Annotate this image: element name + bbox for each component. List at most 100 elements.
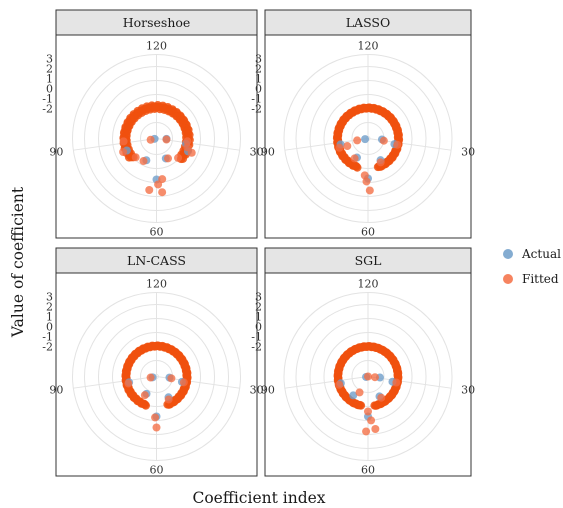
radial-tick-label: 0 <box>255 83 262 96</box>
panel-title: LASSO <box>346 15 390 30</box>
fitted-point <box>151 413 160 422</box>
panel-title: SGL <box>355 253 382 268</box>
fitted-point <box>140 391 149 400</box>
fitted-ring-point <box>370 401 379 410</box>
panel-strip <box>264 247 472 274</box>
radial-tick-label: 0 <box>255 321 262 334</box>
fitted-point <box>362 177 371 186</box>
legend-key-fitted <box>503 274 513 284</box>
fitted-point <box>152 423 161 432</box>
radial-tick-label: 3 <box>255 291 262 304</box>
panel-strip <box>264 9 472 36</box>
fitted-point <box>364 407 372 416</box>
angle-tick-label: 60 <box>361 464 375 477</box>
angle-tick-label: 60 <box>150 464 164 477</box>
angle-tick-label: 90 <box>261 145 275 158</box>
fitted-point <box>162 135 171 144</box>
radial-tick-label: 3 <box>46 291 53 304</box>
radial-tick-label: 0 <box>46 321 53 334</box>
legend-key-actual <box>503 249 513 259</box>
grid-spoke <box>284 376 369 389</box>
fitted-point <box>183 143 192 152</box>
fitted-ring-point <box>151 341 160 351</box>
fitted-point <box>355 388 364 397</box>
fitted-point <box>174 153 183 162</box>
fitted-point <box>364 372 372 381</box>
fitted-point <box>365 186 374 195</box>
y-axis-title: Value of coefficient <box>9 186 27 338</box>
x-axis-title: Coefficient index <box>192 489 325 507</box>
fitted-point <box>360 171 369 180</box>
angle-tick-label: 30 <box>461 383 475 396</box>
radial-tick-label: -1 <box>251 331 262 344</box>
angle-tick-label: 90 <box>261 383 275 396</box>
panel-strip <box>55 247 258 274</box>
fitted-point <box>370 373 379 382</box>
fitted-point <box>335 380 344 389</box>
angle-tick-label: 60 <box>361 226 375 239</box>
fitted-point <box>154 180 163 189</box>
fitted-point <box>179 378 188 387</box>
fitted-point <box>167 374 176 383</box>
grid-spoke <box>156 138 240 151</box>
panel-title: LN-CASS <box>127 253 186 268</box>
fitted-ring-point <box>363 342 372 351</box>
fitted-point <box>164 395 173 404</box>
radial-tick-label: 1 <box>255 311 262 324</box>
angle-tick-label: 120 <box>358 278 379 291</box>
angle-tick-label: 90 <box>49 383 63 396</box>
fitted-point <box>145 185 154 194</box>
fitted-point <box>158 188 167 197</box>
radial-tick-label: 3 <box>46 53 53 66</box>
fitted-point <box>367 416 376 425</box>
legend-label-fitted: Fitted <box>522 272 559 286</box>
fitted-point <box>183 137 192 146</box>
grid-spoke <box>73 138 157 151</box>
fitted-point <box>362 427 371 436</box>
legend-label-actual: Actual <box>521 247 561 261</box>
radial-tick-label: 1 <box>46 73 53 86</box>
radial-tick-label: 2 <box>46 301 53 314</box>
fitted-point <box>146 373 155 382</box>
fitted-point <box>124 379 133 388</box>
fitted-point <box>353 136 362 145</box>
angle-tick-label: 120 <box>146 278 167 291</box>
panels-layer: Horseshoe1203060903210-1-2LASSO120306090… <box>42 9 475 477</box>
actual-point <box>349 391 358 400</box>
fitted-point <box>119 137 128 146</box>
fitted-point <box>392 378 401 387</box>
radial-tick-label: 1 <box>46 311 53 324</box>
fitted-point <box>131 153 140 162</box>
angle-tick-label: 30 <box>250 383 264 396</box>
fitted-point <box>139 157 148 166</box>
angle-tick-label: 30 <box>461 145 475 158</box>
fitted-point <box>371 424 380 433</box>
fitted-point <box>146 135 155 144</box>
panel-title: Horseshoe <box>123 15 191 30</box>
radial-tick-label: -2 <box>251 103 262 116</box>
fitted-ring-points <box>332 103 404 172</box>
radial-tick-label: -2 <box>42 341 53 354</box>
fitted-point <box>379 136 388 145</box>
fitted-point <box>376 158 385 167</box>
radial-tick-label: 2 <box>46 63 53 76</box>
radial-tick-label: 1 <box>255 73 262 86</box>
legend: Actual Fitted <box>503 247 561 286</box>
angle-tick-label: 90 <box>49 145 63 158</box>
panel-strip <box>55 9 258 36</box>
angle-tick-label: 30 <box>250 145 264 158</box>
fitted-point <box>187 148 196 157</box>
radial-tick-label: -2 <box>42 103 53 116</box>
angle-tick-label: 60 <box>150 226 164 239</box>
angle-tick-label: 120 <box>146 40 167 53</box>
fitted-point <box>393 140 402 149</box>
radial-tick-label: -2 <box>251 341 262 354</box>
fitted-point <box>335 143 344 152</box>
fitted-point <box>164 154 172 163</box>
radial-tick-label: 3 <box>255 53 262 66</box>
actual-point <box>361 135 370 144</box>
